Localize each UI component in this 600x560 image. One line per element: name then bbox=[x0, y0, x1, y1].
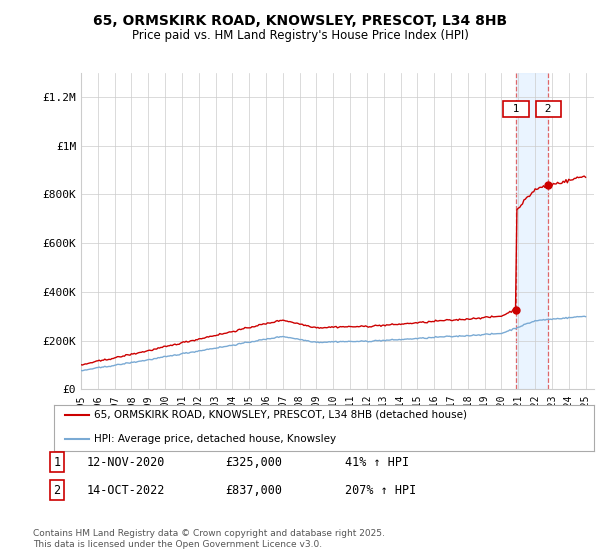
Text: 14-OCT-2022: 14-OCT-2022 bbox=[87, 483, 166, 497]
Text: 2: 2 bbox=[53, 483, 61, 497]
Text: HPI: Average price, detached house, Knowsley: HPI: Average price, detached house, Know… bbox=[95, 435, 337, 444]
Text: £325,000: £325,000 bbox=[225, 455, 282, 469]
Text: 12-NOV-2020: 12-NOV-2020 bbox=[87, 455, 166, 469]
Text: 41% ↑ HPI: 41% ↑ HPI bbox=[345, 455, 409, 469]
Text: 65, ORMSKIRK ROAD, KNOWSLEY, PRESCOT, L34 8HB (detached house): 65, ORMSKIRK ROAD, KNOWSLEY, PRESCOT, L3… bbox=[95, 410, 467, 420]
Text: Price paid vs. HM Land Registry's House Price Index (HPI): Price paid vs. HM Land Registry's House … bbox=[131, 29, 469, 42]
Bar bbox=[516, 73, 548, 389]
Text: 207% ↑ HPI: 207% ↑ HPI bbox=[345, 483, 416, 497]
Text: 1: 1 bbox=[53, 455, 61, 469]
Text: 65, ORMSKIRK ROAD, KNOWSLEY, PRESCOT, L34 8HB: 65, ORMSKIRK ROAD, KNOWSLEY, PRESCOT, L3… bbox=[93, 14, 507, 28]
Text: 1: 1 bbox=[506, 104, 526, 114]
Text: £837,000: £837,000 bbox=[225, 483, 282, 497]
Text: 2: 2 bbox=[538, 104, 559, 114]
Text: Contains HM Land Registry data © Crown copyright and database right 2025.
This d: Contains HM Land Registry data © Crown c… bbox=[33, 529, 385, 549]
